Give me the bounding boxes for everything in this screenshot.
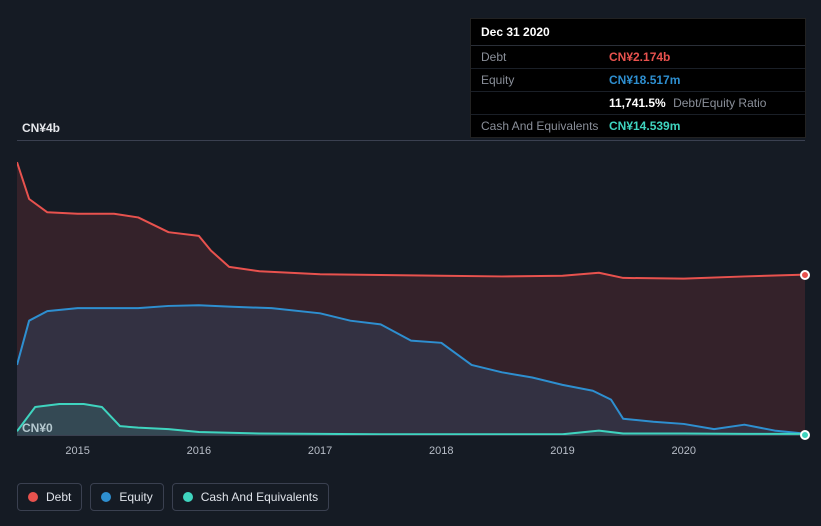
plot-area[interactable] [17, 140, 805, 436]
legend-label: Cash And Equivalents [201, 490, 318, 504]
tooltip-value: 11,741.5% Debt/Equity Ratio [609, 96, 766, 110]
swatch-icon [183, 492, 193, 502]
tooltip-row-cash: Cash And Equivalents CN¥14.539m [471, 115, 805, 137]
swatch-icon [28, 492, 38, 502]
y-axis-max-label: CN¥4b [22, 121, 60, 135]
chart-tooltip: Dec 31 2020 Debt CN¥2.174b Equity CN¥18.… [470, 18, 806, 138]
legend: Debt Equity Cash And Equivalents [17, 483, 329, 511]
x-tick-label: 2017 [308, 445, 332, 457]
legend-item-debt[interactable]: Debt [17, 483, 82, 511]
legend-item-cash[interactable]: Cash And Equivalents [172, 483, 329, 511]
legend-label: Equity [119, 490, 152, 504]
tooltip-label: Cash And Equivalents [481, 119, 609, 133]
x-tick-label: 2018 [429, 445, 453, 457]
x-tick-label: 2015 [65, 445, 89, 457]
tooltip-row-equity: Equity CN¥18.517m [471, 69, 805, 92]
tooltip-value: CN¥2.174b [609, 50, 670, 64]
tooltip-row-ratio: 11,741.5% Debt/Equity Ratio [471, 92, 805, 115]
tooltip-row-debt: Debt CN¥2.174b [471, 46, 805, 69]
tooltip-label [481, 96, 609, 110]
end-marker [800, 270, 810, 280]
tooltip-value: CN¥18.517m [609, 73, 680, 87]
x-tick-label: 2016 [187, 445, 211, 457]
legend-item-equity[interactable]: Equity [90, 483, 163, 511]
chart-svg [17, 140, 805, 435]
tooltip-date: Dec 31 2020 [471, 19, 805, 46]
end-marker [800, 430, 810, 440]
swatch-icon [101, 492, 111, 502]
debt-equity-chart: Dec 31 2020 Debt CN¥2.174b Equity CN¥18.… [0, 0, 821, 526]
x-tick-label: 2020 [672, 445, 696, 457]
x-tick-label: 2019 [550, 445, 574, 457]
legend-label: Debt [46, 490, 71, 504]
tooltip-value: CN¥14.539m [609, 119, 680, 133]
x-axis: 2015 2016 2017 2018 2019 2020 [17, 445, 805, 461]
tooltip-label: Debt [481, 50, 609, 64]
tooltip-label: Equity [481, 73, 609, 87]
